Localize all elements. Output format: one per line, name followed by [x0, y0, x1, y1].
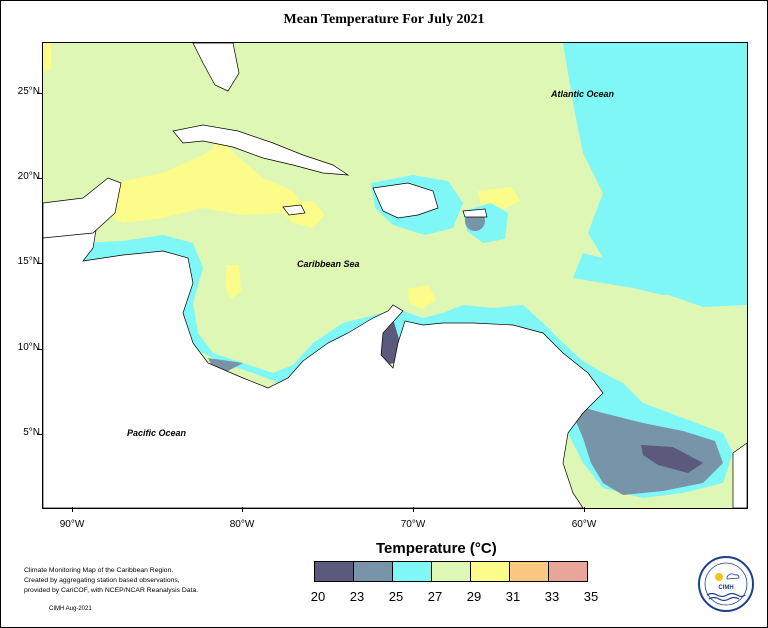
legend-swatch-23-25: [354, 562, 393, 581]
cimh-logo: CIMH: [698, 556, 754, 612]
warm-patch-yucatan: [103, 143, 303, 223]
lat-label-25n: 25°N: [17, 86, 40, 97]
lat-label-10n: 10°N: [17, 342, 40, 353]
land-south-america-east: [732, 442, 747, 508]
map-canvas: [43, 43, 747, 508]
warm-patch-florida-west: [43, 43, 51, 73]
land-cuba: [172, 124, 350, 176]
credit-line-3: provided by CariCOF, with NCEP/NCAR Rean…: [24, 587, 199, 594]
warm-patch-venezuela-coast: [408, 285, 436, 309]
tick-5n: [37, 434, 42, 435]
legend-label-27: 27: [427, 589, 443, 604]
legend-label-33: 33: [544, 589, 560, 604]
legend-swatch-25-27: [393, 562, 432, 581]
label-atlantic-ocean: Atlantic Ocean: [551, 89, 615, 99]
legend-label-23: 23: [349, 589, 365, 604]
legend-label-20: 20: [310, 589, 326, 604]
tick-25n: [37, 93, 42, 94]
legend-label-35: 35: [583, 589, 599, 604]
credit-line-2: Created by aggregating station based obs…: [24, 577, 180, 584]
cyan-band-east: [573, 253, 703, 295]
legend-label-31: 31: [505, 589, 521, 604]
lat-label-15n: 15°N: [17, 256, 40, 267]
warm-patch-central: [225, 265, 241, 299]
land-jamaica: [282, 204, 306, 216]
wave-icon: [706, 592, 746, 598]
credits-block: Climate Monitoring Map of the Caribbean …: [24, 566, 254, 596]
legend-swatch-33-35: [549, 562, 587, 581]
tick-90w: [72, 507, 73, 512]
label-pacific-ocean: Pacific Ocean: [127, 428, 187, 438]
atlantic-cyan-zone: [563, 43, 747, 307]
legend-color-bar: [314, 561, 588, 582]
cimh-date-credit: CIMH Aug-2021: [49, 606, 92, 612]
land-central-america: [43, 212, 604, 508]
tick-80w: [242, 507, 243, 512]
legend-title: Temperature (°C): [376, 540, 497, 557]
cloud-icon: [726, 573, 740, 580]
lon-label-80w: 80°W: [229, 519, 255, 530]
land-yucatan: [43, 177, 122, 239]
land-hispaniola: [372, 182, 439, 219]
logo-text: CIMH: [718, 585, 733, 591]
lon-label-60w: 60°W: [571, 519, 597, 530]
map-panel: [42, 42, 748, 509]
lat-label-5n: 5°N: [23, 427, 40, 438]
label-caribbean-sea: Caribbean Sea: [297, 259, 360, 269]
land-florida: [192, 43, 240, 92]
tick-20n: [37, 178, 42, 179]
map-title: Mean Temperature For July 2021: [283, 12, 485, 27]
land-puerto-rico: [462, 208, 488, 218]
warm-patch-pr-east: [478, 187, 521, 209]
tick-10n: [37, 349, 42, 350]
lon-label-70w: 70°W: [400, 519, 426, 530]
legend-swatch-20-23: [315, 562, 354, 581]
legend-swatch-27-29: [432, 562, 471, 581]
lon-label-90w: 90°W: [59, 519, 85, 530]
legend-label-25: 25: [388, 589, 404, 604]
legend-label-29: 29: [466, 589, 482, 604]
sun-icon: [715, 573, 723, 581]
tick-15n: [37, 263, 42, 264]
coldest-guianas: [641, 445, 703, 473]
credit-line-1: Climate Monitoring Map of the Caribbean …: [24, 567, 174, 574]
tick-60w: [584, 507, 585, 512]
legend-swatch-29-31: [471, 562, 510, 581]
legend-swatch-31-33: [510, 562, 549, 581]
tick-70w: [413, 507, 414, 512]
lat-label-20n: 20°N: [17, 171, 40, 182]
